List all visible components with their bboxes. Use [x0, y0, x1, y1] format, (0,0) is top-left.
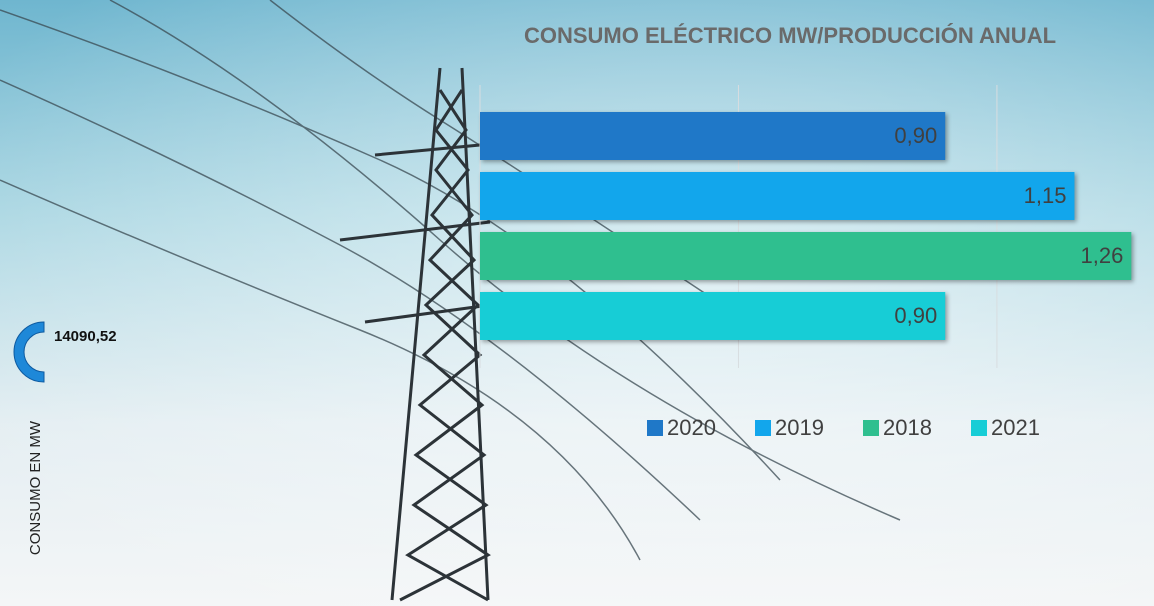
- gauge: 14090,52 CONSUMO EN MW: [13, 321, 117, 555]
- legend-swatch: [971, 420, 987, 436]
- value-label: 1,26: [1080, 243, 1123, 268]
- value-label: 1,15: [1024, 183, 1067, 208]
- bar: [480, 112, 946, 160]
- chart-title: CONSUMO ELÉCTRICO MW/PRODUCCIÓN ANUAL: [524, 23, 1056, 48]
- power-lines: [0, 0, 901, 561]
- tower: [339, 67, 491, 602]
- bar: [480, 172, 1075, 220]
- bar: [480, 292, 946, 340]
- legend-label: 2020: [667, 415, 716, 440]
- value-label: 0,90: [894, 123, 937, 148]
- value-label: 0,90: [894, 303, 937, 328]
- gauge-value: 14090,52: [54, 328, 117, 345]
- legend-label: 2019: [775, 415, 824, 440]
- axis-title: CONSUMO EN MW: [27, 420, 44, 555]
- legend: 2020 2019 2018 2021: [647, 415, 1040, 440]
- plot-area: 0,90 1,15 1,26 0,90: [479, 85, 1132, 368]
- bar: [480, 232, 1132, 280]
- legend-label: 2018: [883, 415, 932, 440]
- gauge-mark: [13, 321, 45, 383]
- legend-swatch: [755, 420, 771, 436]
- legend-label: 2021: [991, 415, 1040, 440]
- legend-swatch: [863, 420, 879, 436]
- legend-swatch: [647, 420, 663, 436]
